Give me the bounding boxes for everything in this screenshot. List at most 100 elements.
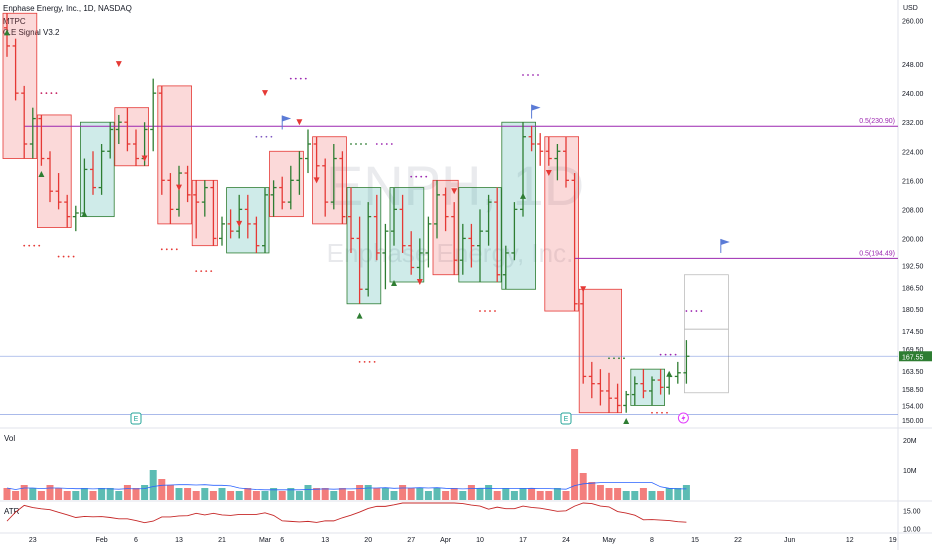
signal-box [2, 12, 38, 159]
signal-box [157, 85, 193, 225]
volume-bar [330, 491, 338, 500]
signal-dot [695, 310, 698, 312]
signal-dot [67, 255, 70, 258]
signal-dot [265, 135, 268, 138]
legend-indicator-mtpc: MTPC [3, 17, 26, 26]
signal-dot [299, 77, 302, 80]
volume-bar [209, 491, 217, 500]
x-tick-label: 19 [889, 537, 897, 544]
volume-bar [442, 491, 450, 500]
sell-signal-icon [580, 286, 587, 293]
y-tick-label: 163.50 [902, 369, 924, 376]
volume-bar [622, 491, 630, 500]
atr-tick-label: 10.00 [903, 526, 921, 533]
x-tick-label: 8 [650, 537, 654, 544]
atr-line [6, 502, 687, 524]
volume-bar [519, 488, 527, 500]
earnings-icon: E [564, 416, 569, 423]
signal-dot [685, 310, 688, 312]
signal-dot [294, 77, 297, 80]
buy-signal-icon [520, 192, 526, 199]
signal-dot [420, 175, 423, 178]
volume-bar [450, 488, 458, 500]
signal-dot [205, 270, 208, 273]
signal-dot [385, 143, 388, 145]
volume-bar [381, 488, 389, 500]
atr-pane-label: ATR [4, 507, 20, 516]
y-tick-label: 154.00 [902, 403, 924, 410]
signal-dot [62, 255, 65, 258]
volume-bar [665, 488, 673, 500]
volume-bar [98, 488, 106, 500]
signal-dot [50, 92, 53, 95]
x-tick-label: 13 [175, 537, 183, 544]
volume-bar [115, 491, 123, 500]
legend-title: Enphase Energy, Inc., 1D, NASDAQ [3, 4, 132, 13]
legend-indicator-signal: C.E Signal V3.2 [3, 28, 60, 37]
signal-markers: 167.55 E E [4, 29, 932, 425]
y-tick-label: 200.00 [902, 236, 924, 243]
x-tick-label: 21 [218, 537, 226, 544]
x-tick-label: 17 [519, 537, 527, 544]
x-tick-label: Feb [96, 537, 108, 544]
y-tick-label: 169.50 [902, 347, 924, 354]
signal-dot [674, 353, 677, 356]
signal-dot [360, 143, 362, 145]
level-label: 0.5(230.90) [859, 118, 895, 125]
signal-dot [669, 353, 672, 356]
earnings-badge [130, 412, 142, 425]
volume-bar [218, 488, 226, 500]
volume-bar [407, 488, 415, 500]
y-tick-label: 260.00 [902, 19, 924, 26]
signal-dot [661, 411, 663, 414]
signal-dot [489, 310, 491, 312]
signal-box [544, 136, 579, 312]
signal-box [501, 121, 536, 290]
signal-dot [527, 74, 529, 76]
volume-ma-line [6, 482, 687, 491]
volume-bar [295, 491, 303, 500]
signal-dot [613, 357, 615, 360]
signal-dot [210, 270, 213, 273]
volume-bar [648, 491, 656, 500]
volume-bar [639, 488, 647, 500]
sell-signal-icon [545, 170, 552, 177]
signal-dot [608, 357, 610, 360]
signal-dot [484, 310, 486, 312]
volume-bar [416, 488, 424, 500]
volume-bar [184, 488, 192, 500]
sell-signal-icon [236, 220, 243, 227]
signal-dot [57, 255, 60, 258]
x-tick-label: Mar [259, 537, 272, 544]
signal-dot [160, 248, 163, 251]
volume-bar [158, 479, 166, 500]
signal-dot [651, 411, 653, 414]
volume-bar [106, 488, 114, 500]
signal-box [630, 368, 665, 406]
volume-bar [72, 491, 80, 500]
y-tick-label: 180.50 [902, 307, 924, 314]
volume-bar [605, 488, 613, 500]
signal-dot [664, 353, 667, 356]
volume-bar [3, 488, 11, 500]
x-tick-label: 6 [134, 537, 138, 544]
signal-boxes [2, 12, 729, 414]
volume-bar [657, 491, 665, 500]
sell-signal-icon [176, 184, 182, 191]
earnings-icon: E [134, 416, 139, 423]
x-tick-label: Jun [784, 537, 795, 544]
signal-dot [255, 135, 258, 138]
volume-bar [528, 488, 536, 500]
volume-bar [261, 491, 269, 500]
signal-box [269, 150, 304, 218]
volume-bar [373, 488, 381, 500]
volume-bar [12, 491, 20, 500]
signal-dot [350, 143, 352, 145]
y-tick-label: 192.50 [902, 264, 924, 271]
currency-label: USD [903, 5, 918, 12]
volume-bar [485, 485, 493, 500]
level-label: 0.5(194.49) [859, 250, 895, 257]
y-tick-label: 248.00 [902, 62, 924, 69]
volume-bar [424, 491, 432, 500]
